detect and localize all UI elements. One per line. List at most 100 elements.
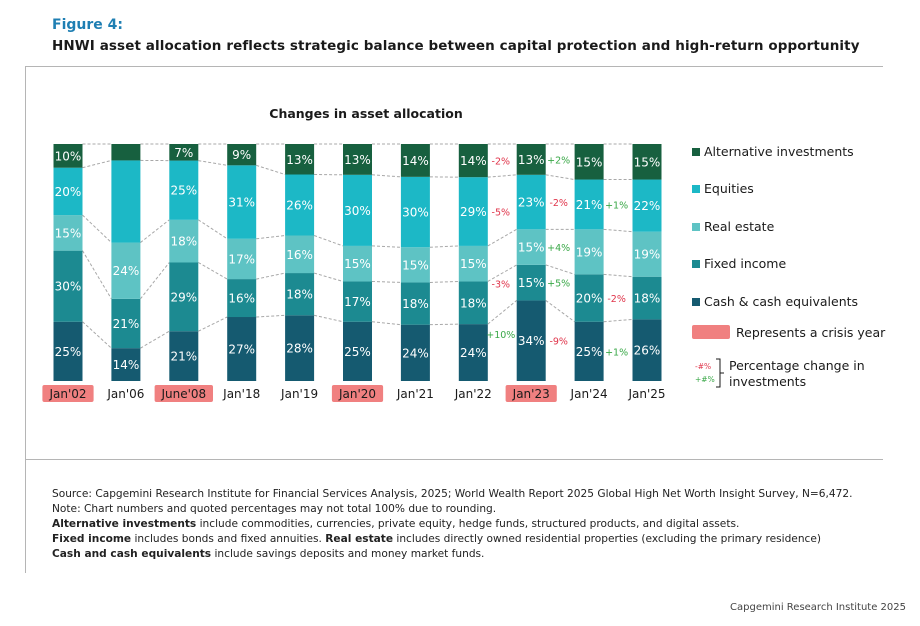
bar-jan-24-fixed-income — [574, 274, 604, 322]
asset-allocation-chart: Changes in asset allocation 25% 30% 15% 20% 1… — [42, 106, 886, 402]
bar-jan-20-cash-and-cash-equivalents — [343, 321, 372, 381]
value-label-jan-21-real-estate: 15% — [402, 258, 429, 272]
connector-equities-6 — [371, 174, 401, 178]
fixed-term: Fixed income — [52, 533, 132, 545]
change-jan-22-cash-and-cash-equivalents: +10% — [486, 330, 515, 341]
connector-real-estate-4 — [256, 235, 286, 240]
value-label-june-08-real-estate: 18% — [170, 235, 197, 249]
bar-jan-23-real-estate — [516, 229, 546, 265]
value-label-jan-02-fixed-income: 30% — [55, 280, 82, 294]
connector-equities-9 — [545, 174, 575, 181]
x-tick-jan-22: Jan'22 — [454, 387, 492, 401]
change-jan-23-real-estate: +4% — [547, 243, 570, 254]
x-tick-jan-20: Jan'20 — [338, 387, 376, 401]
value-label-jan-19-cash-and-cash-equivalents: 28% — [286, 342, 313, 356]
bar-jan-02-alternative-investments — [53, 144, 83, 168]
bar-jan-02-real-estate — [53, 215, 83, 251]
value-label-jan-22-equities: 29% — [460, 205, 487, 219]
footer-credit: Capgemini Research Institute 2025 — [730, 602, 906, 613]
bar-june-08-real-estate — [169, 219, 199, 263]
value-label-jan-22-real-estate: 15% — [460, 257, 487, 271]
change-jan-22-fixed-income: -3% — [492, 279, 511, 290]
connector-cash-and-cash-equivalents-2 — [140, 330, 170, 349]
bar-jan-25-equities — [632, 179, 662, 232]
value-label-jan-21-fixed-income: 18% — [402, 297, 429, 311]
legend-change-label-2: investments — [729, 374, 806, 389]
change-jan-24-equities: +1% — [605, 200, 628, 211]
bar-jan-02-equities — [53, 167, 83, 216]
value-label-jan-20-cash-and-cash-equivalents: 25% — [344, 345, 371, 359]
crisis-highlight-june-08 — [154, 385, 213, 402]
bar-jan-22-fixed-income — [458, 281, 488, 325]
bar-jan-06-equities — [111, 160, 141, 243]
value-label-jan-20-alternative-investments: 13% — [344, 153, 371, 167]
bar-jan-25-real-estate — [632, 231, 662, 277]
change-jan-22-equities: -5% — [492, 208, 511, 219]
value-label-jan-06-cash-and-cash-equivalents: 14% — [113, 358, 140, 372]
legend-crisis-label: Represents a crisis year — [736, 325, 886, 340]
change-jan-23-fixed-income: +5% — [547, 279, 570, 290]
x-tick-jan-24: Jan'24 — [570, 387, 608, 401]
connector-real-estate-2 — [140, 219, 170, 243]
cash-definition: Cash and cash equivalents include saving… — [52, 547, 852, 562]
bar-jan-20-real-estate — [343, 245, 372, 282]
bar-jan-21-fixed-income — [400, 282, 430, 325]
connector-cash-and-cash-equivalents-4 — [256, 314, 286, 318]
crisis-highlight-jan-02 — [42, 385, 94, 402]
connector-equities-1 — [82, 159, 112, 169]
crisis-highlight-jan-23 — [505, 385, 557, 402]
bar-june-08-cash-and-cash-equivalents — [169, 331, 199, 381]
bar-jan-19-cash-and-cash-equivalents — [285, 315, 315, 381]
fixed-def: includes bonds and fixed annuities. — [131, 533, 326, 545]
value-label-jan-18-cash-and-cash-equivalents: 27% — [228, 343, 255, 357]
value-label-jan-20-real-estate: 15% — [344, 257, 371, 271]
connector-cash-and-cash-equivalents-9 — [545, 300, 575, 323]
x-tick-jan-18: Jan'18 — [222, 387, 260, 401]
bar-jan-06-fixed-income — [111, 298, 141, 349]
bar-jan-06-alternative-investments — [111, 144, 141, 161]
legend-swatch-cash-and-cash-equivalents — [692, 298, 700, 306]
value-label-jan-25-real-estate: 19% — [634, 248, 661, 262]
rounding-note: Note: Chart numbers and quoted percentag… — [52, 503, 497, 515]
value-label-jan-21-alternative-investments: 14% — [402, 154, 429, 168]
bar-jan-23-alternative-investments — [516, 144, 546, 175]
connector-fixed-income-3 — [198, 262, 228, 280]
bar-jan-19-alternative-investments — [285, 144, 315, 175]
bar-june-08-fixed-income — [169, 262, 199, 332]
connector-fixed-income-2 — [140, 262, 170, 300]
bar-jan-24-equities — [574, 179, 604, 230]
bar-jan-22-alternative-investments — [458, 144, 488, 178]
bar-jan-06-real-estate — [111, 242, 141, 299]
legend-label-cash-and-cash-equivalents: Cash & cash equivalents — [704, 294, 858, 309]
connector-real-estate-8 — [487, 228, 517, 247]
bar-jan-18-alternative-investments — [227, 144, 257, 166]
connector-real-estate-10 — [603, 228, 633, 233]
value-label-jan-22-cash-and-cash-equivalents: 24% — [460, 346, 487, 360]
bar-jan-20-alternative-investments — [343, 144, 372, 175]
value-label-jan-18-fixed-income: 16% — [228, 292, 255, 306]
value-label-jan-23-real-estate: 15% — [518, 241, 545, 255]
change-jan-23-equities: -2% — [549, 198, 568, 209]
real-def: includes directly owned residential prop… — [393, 533, 822, 545]
value-label-jan-02-real-estate: 15% — [55, 226, 82, 240]
bar-jan-22-real-estate — [458, 245, 488, 282]
x-tick-jan-23: Jan'23 — [512, 387, 550, 401]
value-label-jan-18-real-estate: 17% — [228, 252, 255, 266]
crisis-highlight-jan-20 — [331, 385, 384, 402]
value-label-jan-19-real-estate: 16% — [286, 248, 313, 262]
bar-jan-25-cash-and-cash-equivalents — [632, 319, 662, 381]
connector-cash-and-cash-equivalents-10 — [603, 318, 633, 323]
bar-jan-23-equities — [516, 174, 546, 230]
bar-jan-19-equities — [285, 174, 315, 236]
legend-label-alternative-investments: Alternative investments — [704, 144, 854, 159]
fixed-realestate-definition: Fixed income includes bonds and fixed an… — [52, 532, 852, 547]
legend-swatch-equities — [692, 185, 700, 193]
value-label-jan-06-real-estate: 24% — [113, 264, 140, 278]
connector-real-estate-5 — [313, 235, 344, 247]
value-label-jan-25-alternative-investments: 15% — [634, 155, 661, 169]
x-tick-june-08: June'08 — [160, 387, 206, 401]
bar-jan-24-alternative-investments — [574, 144, 604, 180]
bar-june-08-equities — [169, 160, 199, 220]
bar-jan-21-cash-and-cash-equivalents — [400, 324, 430, 381]
bar-jan-20-equities — [343, 174, 372, 246]
